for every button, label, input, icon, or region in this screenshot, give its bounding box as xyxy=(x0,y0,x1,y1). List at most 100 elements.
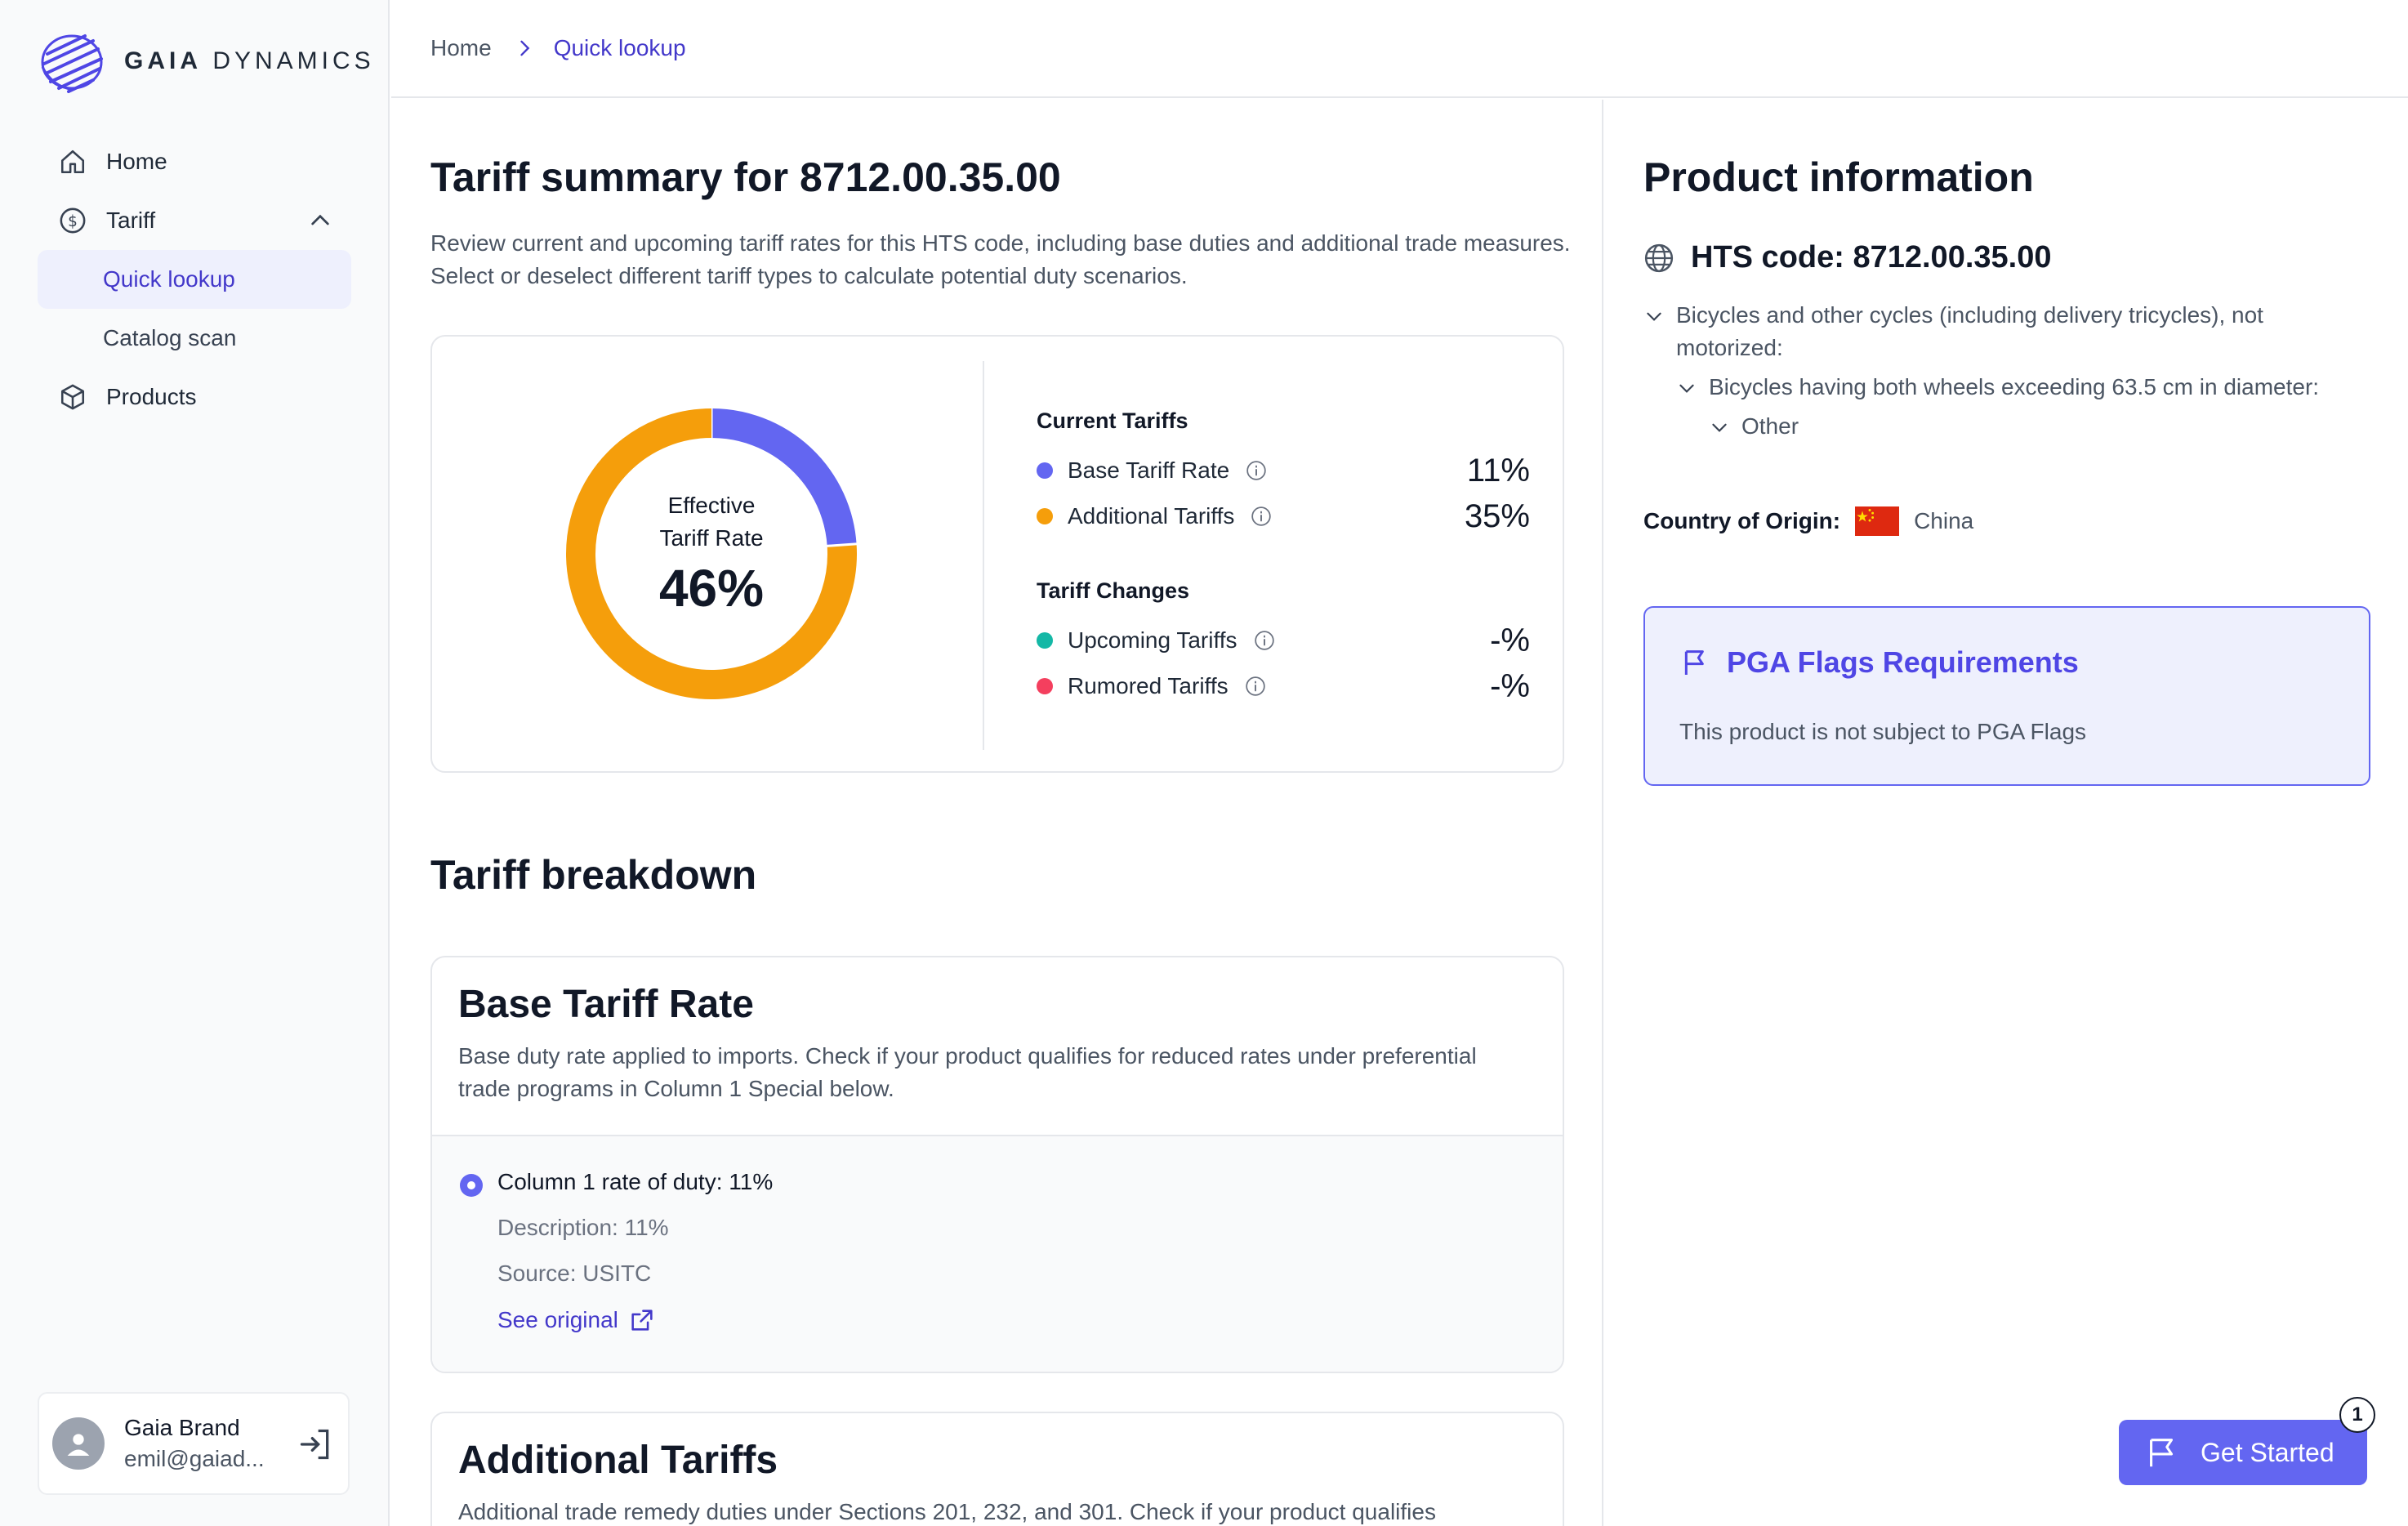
sidebar-item-products[interactable]: Products xyxy=(38,368,351,426)
flag-icon xyxy=(1684,650,1704,675)
legend-dot xyxy=(1037,678,1053,694)
chevron-down-icon xyxy=(1712,423,1727,432)
sidebar-item-home[interactable]: Home xyxy=(38,132,351,191)
legend-row-upcoming[interactable]: Upcoming Tariffs -% xyxy=(1037,622,1530,658)
option-source: Source: USITC xyxy=(497,1261,652,1286)
svg-text:$: $ xyxy=(68,213,78,230)
pga-flags-card: PGA Flags Requirements This product is n… xyxy=(1643,606,2370,786)
page-intro: Review current and upcoming tariff rates… xyxy=(430,230,1571,288)
pga-title: PGA Flags Requirements xyxy=(1679,645,2079,680)
origin-value: China xyxy=(1914,508,1974,533)
user-name: Gaia Brand xyxy=(124,1415,240,1440)
brand-logo[interactable]: GAIA DYNAMICS xyxy=(36,29,375,93)
donut-slice-additional-tariffs xyxy=(566,408,857,699)
sidebar-item-label: Tariff xyxy=(106,207,156,233)
flag-icon xyxy=(2150,1439,2174,1467)
card-description: Additional trade remedy duties under Sec… xyxy=(458,1499,1436,1524)
hts-tree-label: Bicycles having both wheels exceeding 63… xyxy=(1709,374,2320,399)
external-link-icon xyxy=(631,1310,653,1331)
option-title[interactable]: Column 1 rate of duty: 11% xyxy=(497,1169,774,1194)
gaia-logo-icon xyxy=(41,34,103,93)
legend-label: Upcoming Tariffs xyxy=(1068,627,1237,653)
user-info: Gaia Brand emil@gaiad... xyxy=(124,1415,265,1472)
additional-tariffs-card: Additional Tariffs Additional trade reme… xyxy=(430,1412,1564,1526)
sidebar-item-label: Home xyxy=(106,149,167,174)
chevron-down-icon xyxy=(1647,312,1661,321)
divider xyxy=(983,361,984,750)
info-icon[interactable] xyxy=(1246,460,1267,481)
legend-row-additional[interactable]: Additional Tariffs 35% xyxy=(1037,498,1530,534)
breadcrumb-home[interactable]: Home xyxy=(430,35,492,60)
pga-text: This product is not subject to PGA Flags xyxy=(1679,719,2087,744)
legend-dot xyxy=(1037,462,1053,479)
info-icon[interactable] xyxy=(1245,676,1266,697)
chevron-up-icon[interactable] xyxy=(307,207,333,234)
legend-row-rumored[interactable]: Rumored Tariffs -% xyxy=(1037,667,1530,704)
current-tariffs-heading: Current Tariffs xyxy=(1037,408,1188,433)
hts-tree-label: Bicycles and other cycles (including del… xyxy=(1676,302,2263,360)
card-header: Additional Tariffs Additional trade reme… xyxy=(432,1413,1563,1526)
sidebar-item-catalog-scan[interactable]: Catalog scan xyxy=(103,325,237,350)
option-description: Description: 11% xyxy=(497,1215,669,1240)
sidebar-item-quick-lookup[interactable]: Quick lookup xyxy=(38,250,351,309)
sidebar: GAIA DYNAMICS Home $ Tariff Quick lookup… xyxy=(0,0,390,1526)
legend-row-base[interactable]: Base Tariff Rate 11% xyxy=(1037,452,1530,489)
donut-caption: Effective Tariff Rate xyxy=(659,493,764,551)
base-tariff-card: Base Tariff Rate Base duty rate applied … xyxy=(430,956,1564,1373)
hts-code: HTS code: 8712.00.35.00 xyxy=(1691,240,2052,274)
get-started-button[interactable]: Get Started 1 xyxy=(2119,1397,2375,1485)
page-title: Tariff summary for 8712.00.35.00 xyxy=(430,154,1061,200)
user-card[interactable]: Gaia Brand emil@gaiad... xyxy=(38,1392,350,1495)
legend-value: 35% xyxy=(1464,498,1530,534)
column1-radio[interactable] xyxy=(460,1174,483,1197)
sidebar-nav: Home $ Tariff Quick lookup Catalog scan … xyxy=(38,132,351,426)
legend-value: -% xyxy=(1490,667,1530,704)
product-info-title: Product information xyxy=(1643,154,2034,200)
china-flag-icon xyxy=(1855,506,1900,536)
legend-dot xyxy=(1037,632,1053,649)
origin-label: Country of Origin: xyxy=(1643,508,1841,533)
card-description: Base duty rate applied to imports. Check… xyxy=(458,1043,1477,1101)
user-icon xyxy=(67,1434,90,1456)
legend-dot xyxy=(1037,508,1053,524)
card-title: Base Tariff Rate xyxy=(458,983,754,1026)
breadcrumb-current[interactable]: Quick lookup xyxy=(553,35,686,60)
hts-code-row: HTS code: 8712.00.35.00 xyxy=(1643,240,2051,275)
breadcrumb: Home Quick lookup xyxy=(391,0,2408,98)
tariff-changes-heading: Tariff Changes xyxy=(1037,578,1190,603)
effective-rate-value: 46% xyxy=(658,559,765,618)
hts-tree-level-1[interactable]: Bicycles and other cycles (including del… xyxy=(1643,299,2362,364)
info-icon[interactable] xyxy=(1251,506,1272,527)
effective-rate-donut xyxy=(566,408,858,699)
donut-slice-base-tariff-rate xyxy=(711,408,857,547)
breakdown-heading: Tariff breakdown xyxy=(430,852,757,898)
hts-tree-level-2[interactable]: Bicycles having both wheels exceeding 63… xyxy=(1676,371,2379,404)
card-body: Column 1 rate of duty: 11% Description: … xyxy=(432,1136,1563,1372)
hts-tree-label: Other xyxy=(1741,413,1799,439)
info-icon[interactable] xyxy=(1254,630,1275,651)
main-content: Tariff summary for 8712.00.35.00 Review … xyxy=(391,100,1603,1526)
sidebar-item-label: Products xyxy=(106,384,197,409)
dollar-circle-icon: $ xyxy=(57,205,88,236)
legend-value: -% xyxy=(1490,622,1530,658)
see-original-link[interactable]: See original xyxy=(497,1306,656,1334)
avatar xyxy=(52,1417,105,1470)
logout-icon[interactable] xyxy=(297,1426,333,1462)
tariff-summary-card: Effective Tariff Rate 46% Current Tariff… xyxy=(430,335,1564,773)
product-info-panel: Product information HTS code: 8712.00.35… xyxy=(1604,100,2408,1526)
box-icon xyxy=(57,382,88,413)
globe-icon xyxy=(1644,243,1674,272)
card-header: Base Tariff Rate Base duty rate applied … xyxy=(432,957,1563,1136)
home-icon xyxy=(57,146,88,177)
notification-badge: 1 xyxy=(2339,1397,2375,1433)
pga-title-label: PGA Flags Requirements xyxy=(1727,645,2079,679)
legend-label: Base Tariff Rate xyxy=(1068,457,1230,483)
donut-separator xyxy=(826,542,858,547)
hts-tree-level-3[interactable]: Other xyxy=(1709,410,1799,443)
chevron-down-icon xyxy=(1679,384,1694,393)
legend-value: 11% xyxy=(1466,452,1530,489)
link-label: See original xyxy=(497,1307,618,1332)
get-started-label: Get Started xyxy=(2201,1437,2334,1467)
sidebar-item-tariff[interactable]: $ Tariff xyxy=(38,191,351,250)
brand-name: GAIA DYNAMICS xyxy=(124,47,375,74)
